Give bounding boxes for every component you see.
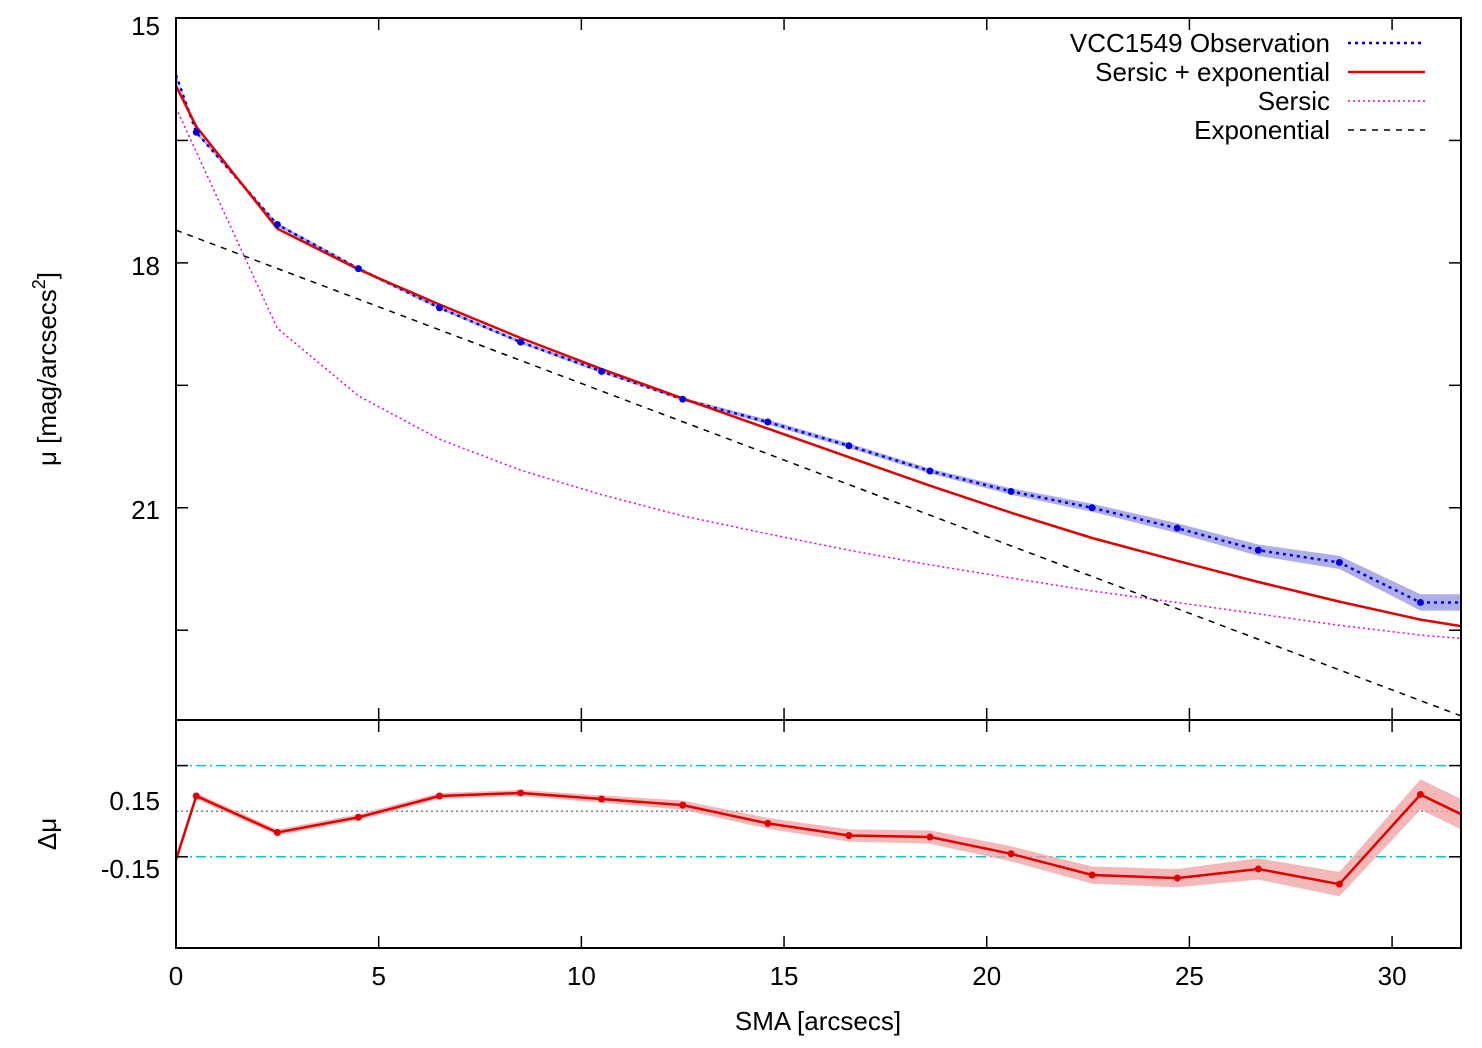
- residual-point: [435, 792, 443, 800]
- observation-point: [1007, 487, 1015, 495]
- residual-point: [1007, 850, 1015, 858]
- residual-point: [764, 819, 772, 827]
- legend-label-sersic: Sersic: [1258, 86, 1330, 116]
- observation-point: [926, 467, 934, 475]
- sersic-exponential-line: [176, 85, 1461, 628]
- top-series-points: [192, 128, 1424, 606]
- observation-point: [679, 395, 687, 403]
- residual-point: [1088, 871, 1096, 879]
- top-error-bands: [176, 73, 1461, 611]
- top-ylabel: μ [mag/arcsecs2]: [29, 272, 62, 466]
- xtick-label: 20: [972, 961, 1001, 991]
- bottom-ticks: [175, 720, 1461, 948]
- residual-point: [273, 828, 281, 836]
- observation-point: [1254, 546, 1262, 554]
- exponential-line: [176, 229, 1461, 717]
- residual-point: [1416, 790, 1424, 798]
- bottom-series-lines: [176, 791, 1461, 886]
- residual-point: [1254, 865, 1262, 873]
- observation-point: [598, 367, 606, 375]
- observation-point: [354, 265, 362, 273]
- top-series-lines: [176, 74, 1461, 717]
- bottom-error-bands: [176, 779, 1461, 897]
- residual-point: [517, 789, 525, 797]
- residual-error-band: [176, 779, 1461, 897]
- residual-point: [192, 792, 200, 800]
- observation-line: [176, 74, 1461, 604]
- observation-point: [192, 128, 200, 136]
- bottom-ytick-label: -0.15: [101, 854, 160, 884]
- xlabel: SMA [arcsecs]: [735, 1006, 901, 1036]
- sersic-line: [176, 107, 1461, 640]
- bottom-plot-frame: [175, 719, 1462, 949]
- xtick-labels: 0 5 10 15 20 25 30: [169, 961, 1407, 991]
- bottom-ytick-label: 0.15: [109, 786, 160, 816]
- bottom-ylabel: Δμ: [32, 818, 62, 850]
- legend: VCC1549 Observation Sersic + exponential…: [1070, 28, 1425, 145]
- xtick-label: 10: [567, 961, 596, 991]
- residual-point: [598, 795, 606, 803]
- top-ytick-label: 15: [131, 11, 160, 41]
- residual-point: [845, 832, 853, 840]
- observation-point: [273, 221, 281, 229]
- legend-label-exponential: Exponential: [1194, 115, 1330, 145]
- residual-point: [926, 833, 934, 841]
- residual-point: [354, 813, 362, 821]
- top-ytick-label: 18: [131, 251, 160, 281]
- observation-point: [435, 304, 443, 312]
- top-panel: 15 18 21 μ [mag/arcsecs2] VCC1549 Observ…: [29, 11, 1462, 721]
- observation-point: [1173, 524, 1181, 532]
- residual-point: [1173, 874, 1181, 882]
- xtick-label: 5: [371, 961, 385, 991]
- residual-line: [176, 791, 1461, 886]
- legend-label-sersic-exponential: Sersic + exponential: [1095, 57, 1330, 87]
- residual-point: [1335, 880, 1343, 888]
- observation-point: [764, 418, 772, 426]
- observation-point: [1416, 598, 1424, 606]
- xtick-label: 15: [770, 961, 799, 991]
- residual-point: [679, 801, 687, 809]
- top-ytick-label: 21: [131, 495, 160, 525]
- observation-point: [517, 338, 525, 346]
- bottom-series-points: [192, 789, 1424, 888]
- bottom-panel: 0.15 -0.15 Δμ 0 5 10 15 20 25 30 SMA [arcsecs]: [32, 719, 1462, 1036]
- observation-point: [1335, 558, 1343, 566]
- observation-error-band: [176, 73, 1461, 611]
- observation-point: [845, 442, 853, 450]
- bottom-reference-lines: [176, 764, 1461, 858]
- observation-point: [1088, 504, 1096, 512]
- legend-label-observation: VCC1549 Observation: [1070, 28, 1330, 58]
- xtick-label: 25: [1175, 961, 1204, 991]
- xtick-label: 30: [1378, 961, 1407, 991]
- xtick-label: 0: [169, 961, 183, 991]
